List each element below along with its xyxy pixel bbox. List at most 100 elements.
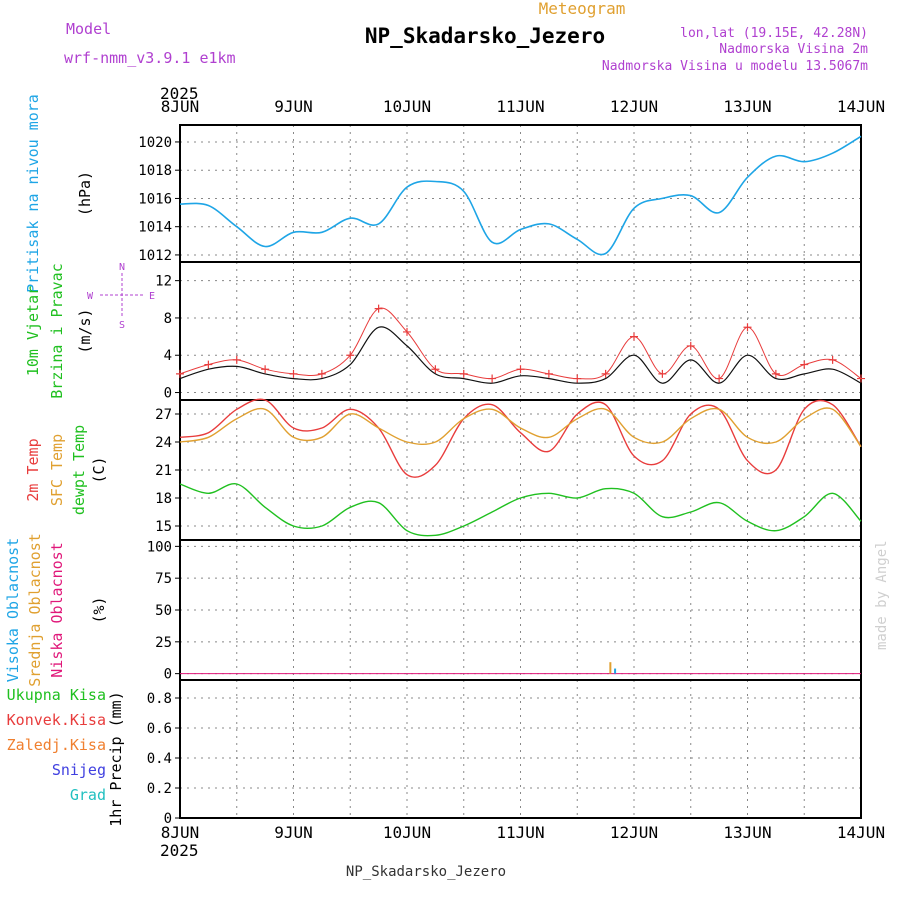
cloud-bar — [614, 668, 617, 674]
wind-gust-marker — [431, 365, 440, 374]
cloud-unit: (%) — [90, 596, 108, 623]
top-day-tick-label: 9JUN — [274, 97, 313, 116]
temp-ytick-label: 18 — [155, 491, 172, 507]
temp-ytick-label: 27 — [155, 407, 172, 423]
cloud-ytick-label: 50 — [155, 603, 172, 619]
bottom-day-tick-label: 10JUN — [383, 823, 431, 842]
bottom-day-tick-label: 11JUN — [496, 823, 544, 842]
wind-gust-marker — [658, 369, 667, 378]
wind-ytick-label: 4 — [164, 348, 172, 364]
wind-gust-marker — [403, 327, 411, 336]
precip-legend-label: Ukupna Kisa — [7, 686, 106, 704]
top-day-axis: 8JUN 9JUN 10JUN 11JUN 12JUN 13JUN 14JUN — [161, 97, 885, 116]
wind-gust-marker — [630, 332, 638, 341]
wind-gust-marker — [857, 374, 865, 383]
wind-gust-marker — [459, 369, 468, 378]
wind-gust-marker — [346, 351, 355, 360]
precip-legend-label: Zaledj.Kisa — [7, 736, 106, 754]
temp-line-1 — [179, 407, 862, 448]
top-day-tick-label: 12JUN — [610, 97, 658, 116]
altitude-text: Nadmorska Visina 2m — [719, 42, 868, 57]
temp-ytick-label: 24 — [155, 435, 172, 451]
product-title: Meteogram — [539, 0, 626, 18]
cloud-ytick-label: 0 — [164, 667, 172, 683]
wind-gust-marker — [317, 369, 326, 378]
wind-gust-marker — [686, 341, 695, 350]
cloud-ylabel: Niska Oblacnost — [48, 542, 66, 677]
top-year-label: 2025 — [160, 84, 199, 103]
pressure-ylabel: Pritisak na nivou mora — [24, 94, 42, 293]
wind-gust-marker — [488, 374, 497, 383]
top-day-tick-label: 13JUN — [723, 97, 771, 116]
footer-station: NP_Skadarsko_Jezero — [346, 864, 506, 880]
wind-frame — [179, 261, 862, 401]
bottom-day-axis: 8JUN 9JUN 10JUN 11JUN 12JUN 13JUN 14JUN — [161, 823, 885, 842]
precip-panel: 0 0.2 0.4 0.6 0.8 Ukupna Kisa Konvek.Kisa Zaled… — [7, 679, 862, 827]
bottom-day-tick-label: 12JUN — [610, 823, 658, 842]
compass-rose: N S E W — [87, 262, 155, 331]
wind-gust-marker — [232, 355, 241, 364]
top-day-tick-label: 14JUN — [837, 97, 885, 116]
precip-legend-label: Grad — [70, 786, 106, 804]
wind-ytick-label: 0 — [164, 386, 172, 402]
precip-legend-label: Snijeg — [52, 761, 106, 779]
wind-ytick-label: 8 — [164, 311, 172, 327]
wind-gust-marker — [289, 369, 298, 378]
wind-ylabel: Brzina i Pravac — [48, 263, 66, 398]
wind-gust-marker — [204, 360, 213, 369]
precip-ytick-label: 0.2 — [147, 781, 172, 797]
lonlat-text: lon,lat (19.15E, 42.28N) — [680, 26, 868, 41]
bottom-day-tick-label: 9JUN — [274, 823, 313, 842]
pressure-ytick-label: 1014 — [138, 220, 172, 236]
wind-gust-marker — [828, 355, 837, 364]
pressure-ytick-label: 1012 — [138, 248, 172, 264]
cloud-panel: 0 25 50 75 100 Visoka Oblacnost Srednja Oblacn… — [4, 533, 862, 687]
bottom-day-tick-label: 8JUN — [161, 823, 200, 842]
panels: 1012 1014 1016 1018 1020 Pritisak na nivou mo… — [4, 94, 865, 827]
temp-unit: (C) — [90, 456, 108, 483]
pressure-ytick-label: 1020 — [138, 135, 172, 151]
wind-gust-marker — [374, 304, 383, 313]
precip-ytick-label: 0 — [164, 811, 172, 827]
cloud-ytick-label: 75 — [155, 571, 172, 587]
compass-south: S — [119, 320, 125, 331]
model-altitude-text: Nadmorska Visina u modelu 13.5067m — [602, 59, 868, 74]
compass-west: W — [87, 291, 94, 302]
precip-legend-label: Konvek.Kisa — [7, 711, 106, 729]
temp-ylabel: dewpt Temp — [70, 425, 88, 515]
wind-gust-marker — [743, 323, 752, 332]
cloud-ylabel: Srednja Oblacnost — [26, 533, 44, 687]
bottom-year-label: 2025 — [160, 841, 199, 860]
wind-gust-marker — [601, 369, 610, 378]
wind-gust-marker — [544, 369, 553, 378]
cloud-ytick-label: 25 — [155, 635, 172, 651]
wind-speed-line — [179, 326, 862, 384]
temp-panel: 15 18 21 24 27 2m Temp SFC Temp dewpt Temp (C) — [24, 398, 862, 541]
pressure-frame — [179, 124, 862, 263]
model-name: wrf-nmm_v3.9.1 e1km — [64, 49, 236, 67]
temp-ylabel: 2m Temp — [24, 438, 42, 501]
pressure-ytick-label: 1018 — [138, 163, 172, 179]
bottom-day-tick-label: 14JUN — [837, 823, 885, 842]
precip-unit: 1hr Precip (mm) — [107, 691, 125, 826]
wind-gust-marker — [715, 374, 724, 383]
precip-frame — [179, 679, 862, 819]
precip-ytick-label: 0.6 — [147, 721, 172, 737]
pressure-ytick-label: 1016 — [138, 191, 172, 207]
wind-gust-marker — [771, 369, 780, 378]
pressure-line — [179, 135, 862, 256]
temp-line-0 — [179, 398, 862, 478]
compass-east: E — [149, 291, 155, 302]
wind-ylabel: 10m Vjetar — [24, 286, 42, 376]
wind-unit: (m/s) — [76, 308, 94, 353]
cloud-ylabel: Visoka Oblacnost — [4, 538, 22, 683]
wind-gust-marker — [516, 365, 525, 374]
cloud-ytick-label: 100 — [147, 539, 172, 555]
temp-line-2 — [179, 483, 862, 537]
wind-gust-marker — [800, 360, 809, 369]
precip-ytick-label: 0.4 — [147, 751, 172, 767]
temp-ytick-label: 21 — [155, 463, 172, 479]
compass-north: N — [119, 262, 125, 273]
wind-gust-marker — [176, 369, 184, 378]
